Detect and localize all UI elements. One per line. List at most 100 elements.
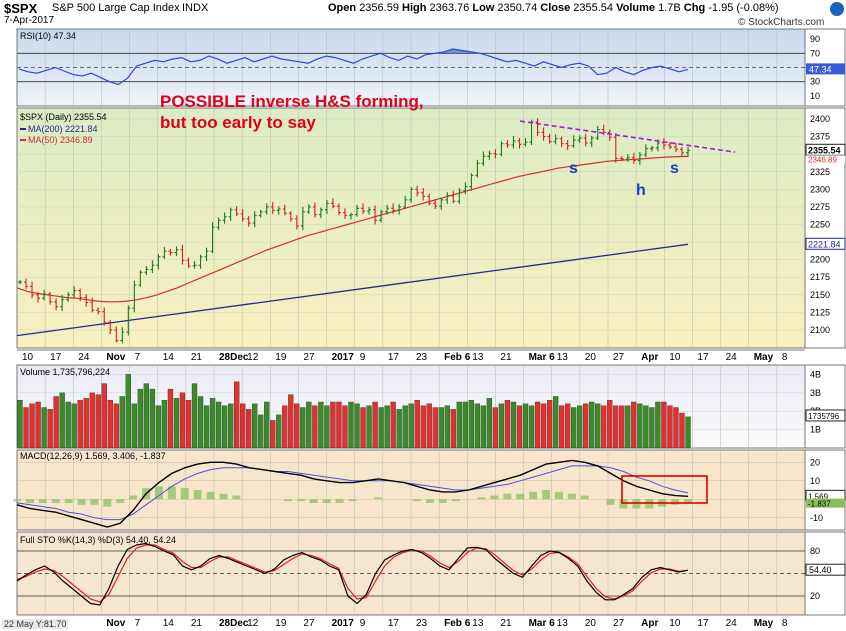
rsi-tick-label: 90 <box>810 34 820 44</box>
symbol-name: S&P 500 Large Cap Index <box>52 2 180 14</box>
x-tick-label: 23 <box>416 352 428 363</box>
price-tick-label: 2400 <box>810 114 830 124</box>
macd-histogram-bar <box>529 491 538 500</box>
volume-bar <box>589 401 595 449</box>
macd-histogram-bar <box>348 499 357 502</box>
price-tick-label: 2200 <box>810 255 830 265</box>
volume-bar <box>258 414 264 449</box>
macd-histogram-bar <box>335 499 344 503</box>
macd-histogram-bar <box>490 495 499 500</box>
macd-histogram-bar <box>477 497 486 500</box>
volume-bar <box>414 399 420 449</box>
volume-bar <box>498 403 505 449</box>
volume-bar <box>667 405 673 449</box>
macd-histogram-bar <box>51 499 60 503</box>
volume-bar <box>23 407 29 449</box>
bottom-x-tick-label: 17 <box>697 618 709 629</box>
volume-bar <box>161 399 168 449</box>
macd-histogram-bar <box>413 499 422 502</box>
x-tick-label: 21 <box>500 352 512 363</box>
macd-histogram-bar <box>554 491 563 500</box>
x-tick-label: 10 <box>669 352 681 363</box>
open-label: Open <box>328 2 357 14</box>
ma200-badge <box>805 237 846 250</box>
volume-bar <box>179 392 186 449</box>
bottom-x-tick-label: Feb 6 <box>444 618 471 629</box>
volume-bar <box>390 401 396 449</box>
volume-bar <box>276 414 282 449</box>
rsi-current-badge <box>806 63 845 75</box>
volume-panel-axis <box>804 364 846 449</box>
price-current-badge <box>805 143 846 156</box>
macd-histogram-bar <box>13 499 21 502</box>
price-tick-label: 2150 <box>810 290 830 300</box>
x-tick-label: Apr <box>641 352 658 363</box>
volume-bar <box>679 412 685 449</box>
volume-bar <box>107 399 113 449</box>
bottom-x-tick-label: 24 <box>726 618 738 629</box>
volume-bar <box>420 405 426 449</box>
volume-bar <box>378 407 384 449</box>
x-tick-label: 10 <box>22 352 34 363</box>
bottom-x-tick-label: Apr <box>641 618 658 629</box>
macd-histogram-bar <box>503 493 512 500</box>
volume-bar <box>528 405 535 449</box>
volume-bar <box>221 405 228 449</box>
close-label: Close <box>540 2 571 14</box>
volume-bar <box>294 403 300 449</box>
volume-bar <box>17 399 23 449</box>
volume-bar <box>83 398 89 449</box>
volume-bar <box>227 403 234 449</box>
volume-bar <box>619 405 625 449</box>
volume-bar <box>408 403 414 449</box>
volume-bar <box>649 407 655 449</box>
volume-bar <box>577 405 583 449</box>
exchange: INDX <box>182 2 209 14</box>
volume-bar <box>252 403 258 449</box>
volume-bar <box>643 405 649 449</box>
bottom-x-tick-label: Mar 6 <box>529 618 556 629</box>
volume-bar <box>264 401 270 449</box>
volume-bar <box>540 403 547 449</box>
bottom-x-tick-label: 7 <box>135 618 141 629</box>
macd-histogram-bar <box>103 499 112 507</box>
volume-bar <box>137 388 144 449</box>
volume-bar <box>59 392 65 449</box>
pattern-label-right-shoulder: s <box>670 160 679 177</box>
macd-histogram-bar <box>232 495 241 500</box>
ma50-legend: MA(50) 2346.89 <box>28 135 93 145</box>
x-tick-label: 7 <box>135 352 141 363</box>
volume-bar <box>312 405 318 449</box>
volume-bar <box>607 399 613 449</box>
volume-bar <box>215 401 222 449</box>
macd-histogram-bar <box>25 499 34 503</box>
macd-histogram-bar <box>129 495 138 500</box>
bottom-x-tick-label: 13 <box>472 618 484 629</box>
ma50-badge <box>806 155 845 164</box>
volume-bar <box>510 401 517 449</box>
stockcharts-logo: © StockCharts.com <box>738 17 825 28</box>
volume-bar <box>444 405 450 449</box>
macd-histogram-bar <box>542 490 551 500</box>
macd-tick-label: 20 <box>810 457 820 467</box>
volume-value: 1.7B <box>658 2 681 14</box>
volume-bar <box>203 405 210 449</box>
x-tick-label: 17 <box>388 352 400 363</box>
volume-bar <box>95 394 101 449</box>
macd-histogram-bar <box>567 493 576 500</box>
macd-histogram-bar <box>283 499 292 502</box>
volume-bar <box>288 394 294 449</box>
bottom-x-tick-label: 8 <box>782 618 788 629</box>
macd-histogram-bar <box>296 499 305 502</box>
x-tick-label: 8 <box>782 352 788 363</box>
bottom-x-tick-label: May <box>754 618 774 629</box>
bottom-x-tick-label: 21 <box>500 618 512 629</box>
cursor-readout: 22 May Y:81.70 <box>2 619 69 629</box>
logo-icon <box>830 2 844 16</box>
volume-bar <box>89 392 95 449</box>
macd-histogram-bar <box>167 486 176 500</box>
rsi-current-label: 47.34 <box>809 64 832 74</box>
volume-bar <box>402 405 408 449</box>
x-tick-label: 19 <box>275 352 287 363</box>
